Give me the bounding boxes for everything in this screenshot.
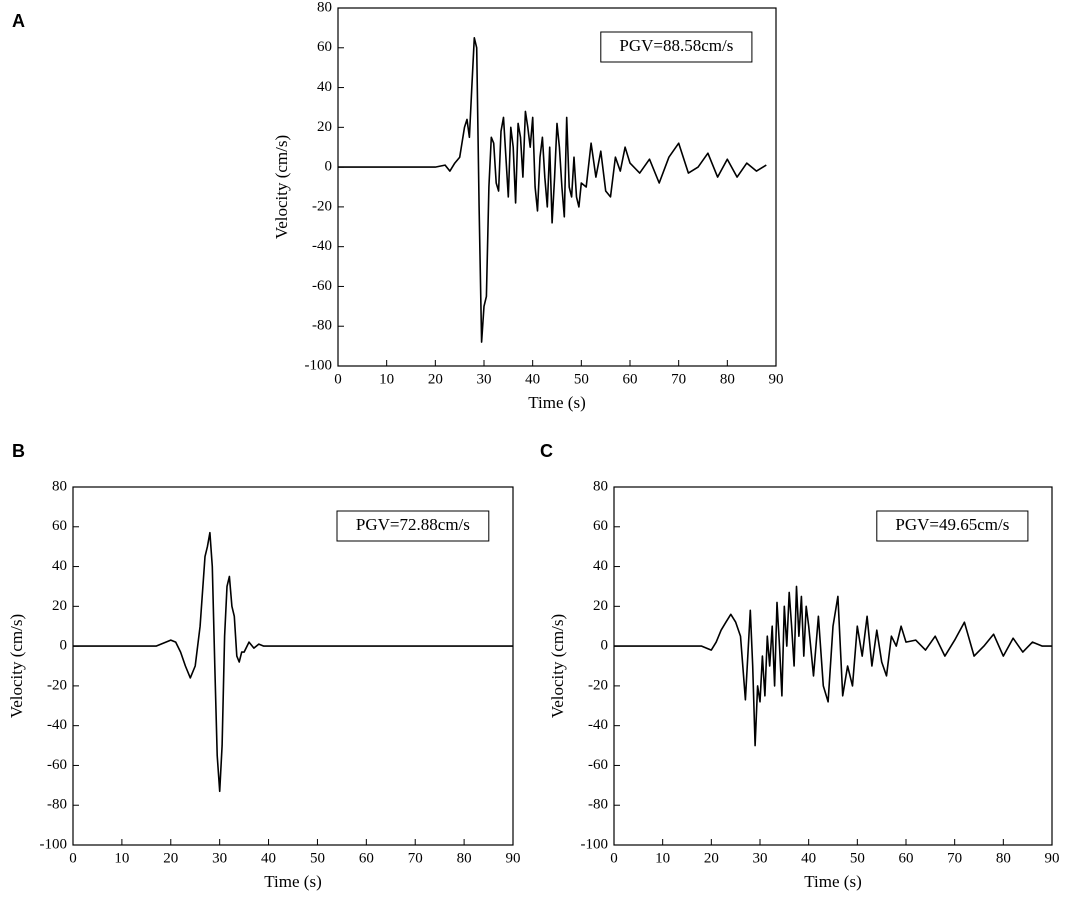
x-axis-label: Time (s) [804, 872, 861, 891]
annotation-box [876, 510, 1029, 542]
x-tick-label: 20 [428, 371, 443, 387]
y-tick-label: 0 [60, 638, 68, 654]
x-tick-label: 30 [212, 850, 227, 866]
y-tick-label: 40 [317, 79, 332, 95]
x-tick-label: 80 [457, 850, 472, 866]
y-tick-label: 40 [52, 558, 67, 574]
x-tick-label: 90 [769, 371, 784, 387]
y-tick-label: -100 [40, 836, 68, 852]
y-axis-label: Velocity (cm/s) [272, 135, 291, 239]
x-tick-label: 60 [359, 850, 374, 866]
x-tick-label: 40 [801, 850, 816, 866]
x-tick-label: 70 [671, 371, 686, 387]
x-tick-label: 30 [477, 371, 492, 387]
panel-label: B [12, 441, 25, 461]
x-tick-label: 90 [506, 850, 521, 866]
y-tick-label: -100 [581, 836, 609, 852]
chart-panel: C 0 10 20 30 40 50 60 70 80 90 -100 -80 -60 -40 -20 0 20 4… [540, 441, 1060, 891]
x-tick-label: 10 [379, 371, 394, 387]
y-tick-label: 20 [317, 119, 332, 135]
x-tick-label: 50 [310, 850, 325, 866]
x-tick-label: 10 [655, 850, 670, 866]
x-tick-label: 30 [753, 850, 768, 866]
y-tick-label: 80 [593, 478, 608, 494]
y-tick-label: 0 [601, 638, 609, 654]
y-tick-label: 60 [593, 518, 608, 534]
velocity-line [73, 531, 513, 793]
panel-label: A [12, 11, 25, 31]
y-tick-label: 80 [52, 478, 67, 494]
annotation: PGV=49.65cm/s [895, 515, 1009, 534]
panel-label: C [540, 441, 553, 461]
x-tick-label: 80 [996, 850, 1011, 866]
plot-frame [613, 486, 1053, 846]
velocity-line [614, 585, 1052, 747]
plot-frame [337, 7, 777, 367]
y-tick-label: -60 [47, 757, 67, 773]
x-tick-label: 50 [850, 850, 865, 866]
annotation: PGV=88.58cm/s [619, 36, 733, 55]
x-tick-label: 20 [704, 850, 719, 866]
x-tick-label: 0 [334, 371, 342, 387]
x-tick-label: 70 [408, 850, 423, 866]
x-axis-label: Time (s) [528, 393, 585, 412]
x-tick-label: 70 [947, 850, 962, 866]
x-tick-label: 80 [720, 371, 735, 387]
y-tick-label: -40 [312, 238, 332, 254]
x-tick-label: 60 [899, 850, 914, 866]
x-tick-label: 90 [1045, 850, 1060, 866]
annotation-box [600, 31, 753, 63]
y-tick-label: -20 [588, 677, 608, 693]
x-tick-label: 20 [163, 850, 178, 866]
y-tick-label: -80 [588, 797, 608, 813]
y-axis-label: Velocity (cm/s) [548, 614, 567, 718]
x-tick-label: 40 [261, 850, 276, 866]
y-tick-label: 0 [325, 159, 333, 175]
y-tick-label: -60 [588, 757, 608, 773]
plot-frame [72, 486, 514, 846]
y-tick-label: -20 [47, 677, 67, 693]
y-tick-label: 60 [317, 39, 332, 55]
annotation: PGV=72.88cm/s [356, 515, 470, 534]
y-tick-label: -80 [47, 797, 67, 813]
y-tick-label: -40 [588, 717, 608, 733]
y-axis-label: Velocity (cm/s) [7, 614, 26, 718]
y-tick-label: 20 [52, 598, 67, 614]
x-tick-label: 50 [574, 371, 589, 387]
chart-panel: B 0 10 20 30 40 50 60 70 80 90 -100 -80 -60 -40 -20 0 20 4… [7, 441, 521, 891]
y-tick-label: -100 [305, 357, 333, 373]
y-tick-label: 80 [317, 0, 332, 15]
y-tick-label: -60 [312, 278, 332, 294]
y-tick-label: -80 [312, 318, 332, 334]
x-tick-label: 10 [114, 850, 129, 866]
y-tick-label: 20 [593, 598, 608, 614]
x-tick-label: 0 [610, 850, 618, 866]
velocity-line [338, 37, 767, 343]
x-tick-label: 60 [623, 371, 638, 387]
annotation-box [336, 510, 490, 542]
chart-panel: A 0 10 20 30 40 50 60 70 80 90 -100 -80 -60 -40 -20 0 20 4… [12, 0, 784, 412]
y-tick-label: -20 [312, 198, 332, 214]
y-tick-label: 60 [52, 518, 67, 534]
x-tick-label: 0 [69, 850, 77, 866]
x-tick-label: 40 [525, 371, 540, 387]
x-axis-label: Time (s) [264, 872, 321, 891]
y-tick-label: 40 [593, 558, 608, 574]
y-tick-label: -40 [47, 717, 67, 733]
